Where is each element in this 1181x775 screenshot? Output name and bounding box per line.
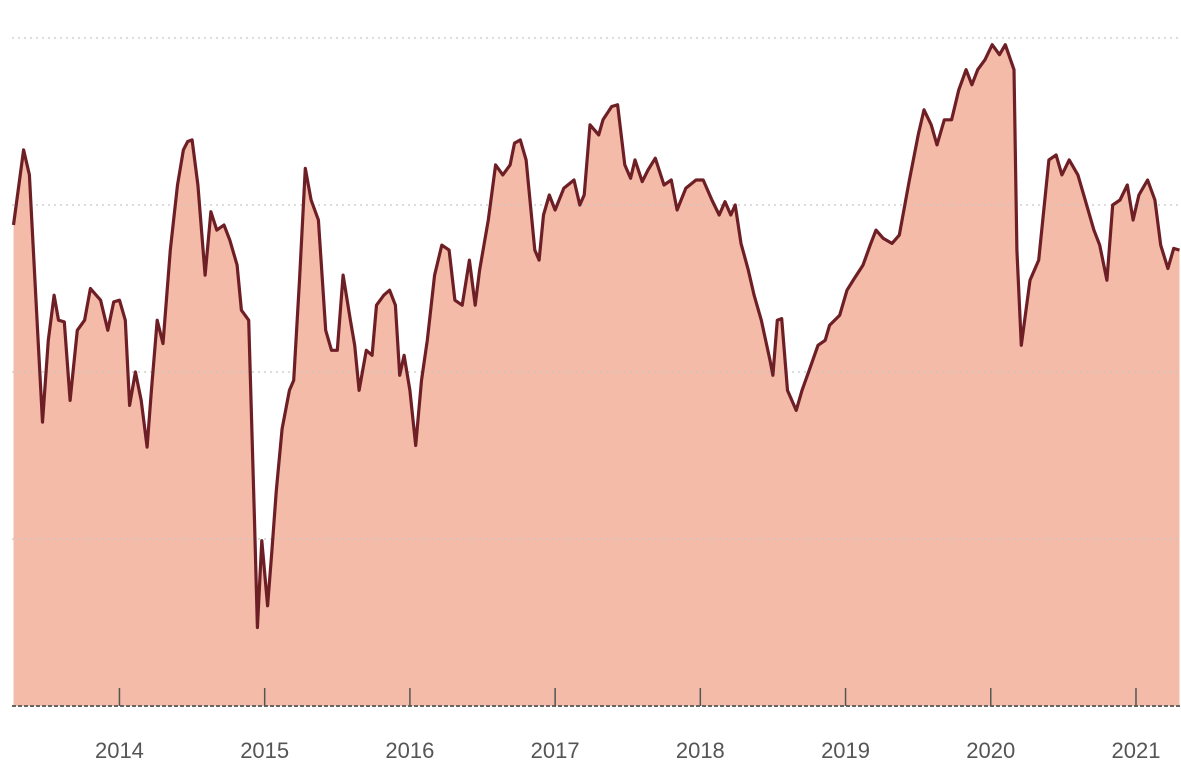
- x-tick-label: 2017: [531, 738, 580, 763]
- x-tick-label: 2019: [821, 738, 870, 763]
- x-tick-label: 2015: [240, 738, 289, 763]
- area: [13, 44, 1180, 706]
- x-tick-label: 2021: [1112, 738, 1161, 763]
- x-tick-label: 2018: [676, 738, 725, 763]
- x-tick-label: 2014: [95, 738, 144, 763]
- x-tick-label: 2016: [385, 738, 434, 763]
- x-tick-label: 2020: [966, 738, 1015, 763]
- line: [11, 43, 1180, 630]
